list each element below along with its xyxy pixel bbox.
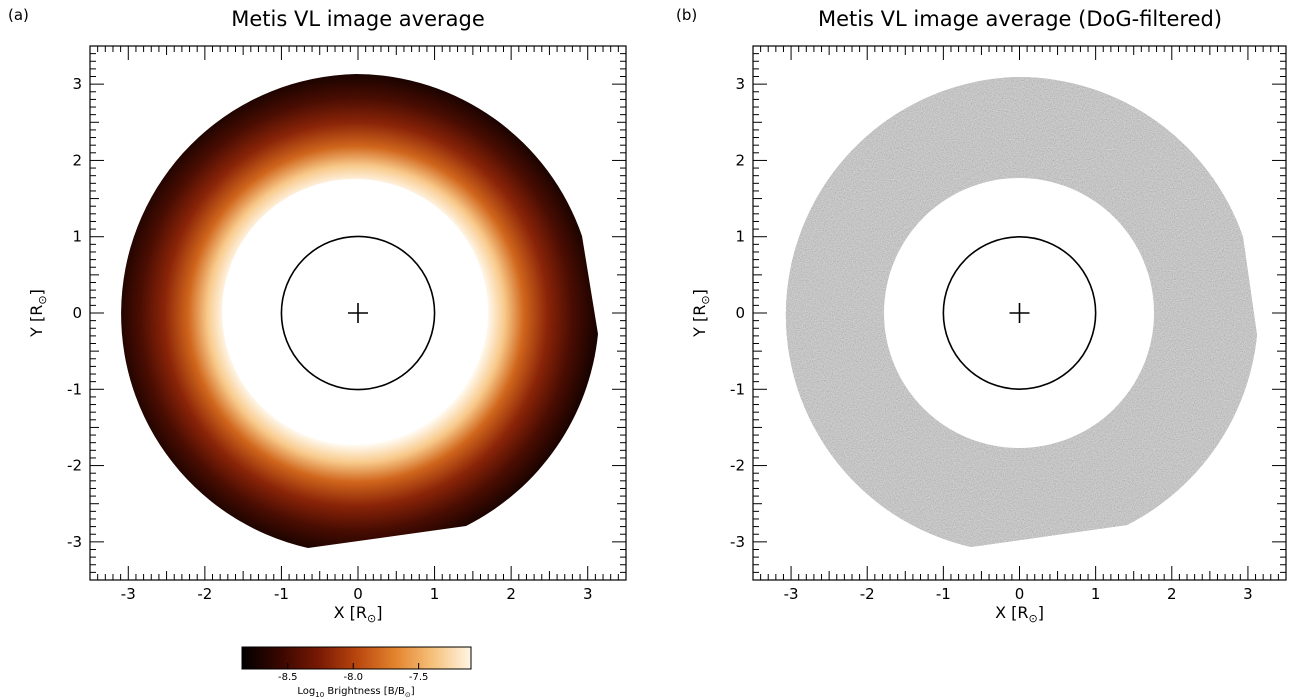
panel-b-ytick-label: -3 <box>730 533 745 551</box>
panel-b-title: Metis VL image average (DoG-filtered) <box>818 7 1222 31</box>
colorbar-tick-label: -7.5 <box>409 672 429 683</box>
panel-a-label: (a) <box>8 6 29 24</box>
panel-a-occulter <box>222 179 488 445</box>
panel-b-xtick-label: 3 <box>1243 585 1253 603</box>
panel-b-ytick-label: -1 <box>730 380 745 398</box>
panel-a-title: Metis VL image average <box>231 7 485 31</box>
panel-b-sun-center-marker <box>1009 303 1030 323</box>
panel-a-xtick-label: 0 <box>353 585 363 603</box>
panel-b-xlabel: X [R⊙] <box>995 603 1044 625</box>
panel-b-ytick-label: -2 <box>730 457 745 475</box>
panel-b-solar-disk-outline <box>942 236 1097 390</box>
colorbar-tick-label: -8.5 <box>278 672 298 683</box>
panel-a-ytick-label: -1 <box>67 380 82 398</box>
panel-b-label: (b) <box>676 6 697 24</box>
panel-b-xtick-label: 1 <box>1091 585 1101 603</box>
colorbar-gradient <box>241 646 472 670</box>
colorbar-label: Log10 Brightness [B/B⊙] <box>297 686 414 699</box>
panel-b-axes: -3 -3 -2 -2 -1 -1 0 0 1 1 2 2 3 3 X [R⊙] Y [R⊙] <box>690 45 1287 625</box>
panel-a-corona-image <box>121 74 598 548</box>
panel-b-ytick-label: 2 <box>735 151 745 169</box>
panel-b-xtick-label: -2 <box>860 585 875 603</box>
panel-a-ylabel: Y [R⊙] <box>27 289 49 338</box>
panel-b-ylabel: Y [R⊙] <box>690 289 712 338</box>
panel-b-ytick-label: 0 <box>735 304 745 322</box>
panel-a-ytick-label: -2 <box>67 457 82 475</box>
colorbar-tick-label: -8.0 <box>343 672 363 683</box>
panel-b-dog-image <box>785 77 1258 547</box>
panel-a-ytick-label: 1 <box>72 228 82 246</box>
panel-a-ytick-label: 2 <box>72 151 82 169</box>
panel-a-xtick-label: 1 <box>430 585 440 603</box>
panel-a-sun-center-marker <box>348 303 368 323</box>
panel-a-xtick-label: -1 <box>274 585 289 603</box>
panel-b: (b) Metis VL image average (DoG-filtered… <box>676 6 1258 547</box>
panel-a-xtick-label: -2 <box>197 585 212 603</box>
panel-a-xtick-label: -3 <box>121 585 136 603</box>
panel-b-xtick-label: 0 <box>1015 585 1025 603</box>
panel-a-axes: -3 -3 -2 -2 -1 -1 0 0 1 1 2 2 3 3 X [R⊙] Y [R⊙] <box>27 45 627 625</box>
panel-b-xtick-label: 2 <box>1167 585 1177 603</box>
panel-a-xtick-label: 3 <box>583 585 593 603</box>
colorbar: -8.5 -8.0 -7.5 Log10 Brightness [B/B⊙] <box>241 646 472 699</box>
panel-a: (a) Metis VL image average <box>8 6 598 548</box>
panel-b-ytick-label: 3 <box>735 75 745 93</box>
panel-a-ytick-label: -3 <box>67 533 82 551</box>
panel-b-xtick-label: -3 <box>784 585 799 603</box>
panel-b-ytick-label: 1 <box>735 228 745 246</box>
panel-a-xlabel: X [R⊙] <box>334 603 383 625</box>
panel-a-ytick-label: 3 <box>72 75 82 93</box>
panel-b-xtick-label: -1 <box>936 585 951 603</box>
panel-a-ytick-label: 0 <box>72 304 82 322</box>
panel-a-xtick-label: 2 <box>506 585 516 603</box>
panel-a-solar-disk-outline <box>280 235 436 391</box>
